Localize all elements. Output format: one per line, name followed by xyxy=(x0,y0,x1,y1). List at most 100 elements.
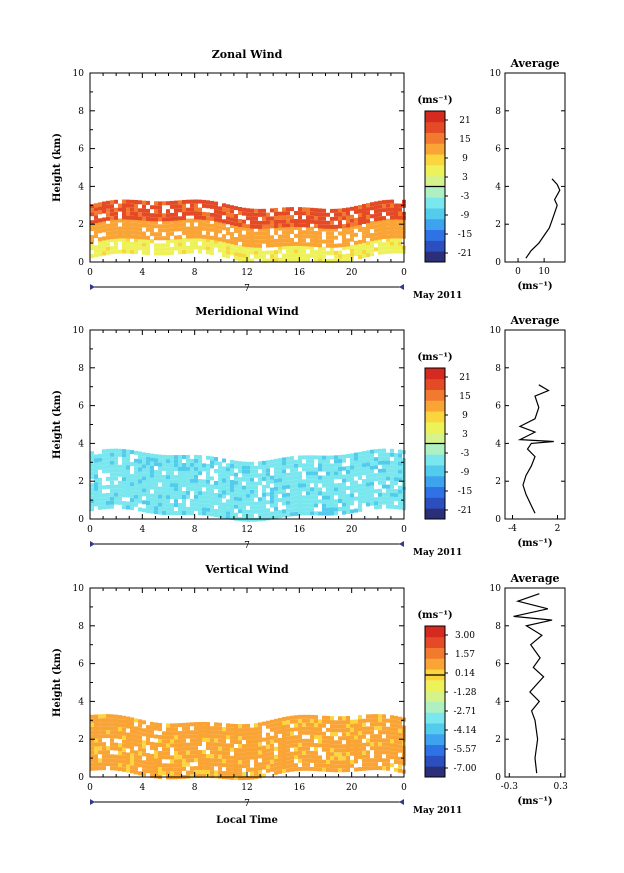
heatmap-cell xyxy=(98,766,102,771)
heatmap-cell xyxy=(238,768,242,773)
heatmap-cell xyxy=(386,230,390,235)
heatmap-cell xyxy=(150,217,154,222)
heatmap-cell xyxy=(146,219,150,224)
heatmap-cell xyxy=(370,734,374,739)
heatmap-cell xyxy=(262,749,266,754)
heatmap-cell xyxy=(162,458,166,463)
heatmap-cell xyxy=(390,468,394,473)
heatmap-cell xyxy=(222,226,226,231)
heatmap-cell xyxy=(370,248,374,253)
heatmap-cell xyxy=(254,216,258,221)
heatmap-cell xyxy=(138,491,142,496)
heatmap-cell xyxy=(378,460,382,465)
heatmap-cell xyxy=(206,238,210,243)
heatmap-cell xyxy=(378,726,382,731)
heatmap-cell xyxy=(278,478,282,483)
heatmap-cell xyxy=(158,236,162,241)
heatmap-cell xyxy=(390,476,394,481)
heatmap-cell xyxy=(198,463,202,468)
heatmap-cell xyxy=(338,724,342,729)
heatmap-cell xyxy=(310,714,314,719)
heatmap-cell xyxy=(370,489,374,494)
colorbar-tick-label: 21 xyxy=(459,116,470,126)
heatmap-cell xyxy=(98,225,102,230)
heatmap-cell xyxy=(314,495,318,500)
heatmap-cell xyxy=(282,207,286,212)
heatmap-cell xyxy=(350,453,354,458)
heatmap-cell xyxy=(350,461,354,466)
heatmap-cell xyxy=(222,743,226,748)
heatmap-cell xyxy=(194,203,198,208)
heatmap-cell xyxy=(386,718,390,723)
heatmap-cell xyxy=(198,487,202,492)
heatmap-cell xyxy=(186,494,190,499)
heatmap-cell xyxy=(130,733,134,738)
heatmap-cell xyxy=(242,517,246,522)
heatmap-cell xyxy=(126,732,130,737)
heatmap-cell xyxy=(106,212,110,217)
heatmap-cell xyxy=(182,754,186,759)
average-y-tick-label: 8 xyxy=(495,107,501,117)
heatmap-cell xyxy=(354,224,358,229)
heatmap-cell xyxy=(362,208,366,212)
colorbar-tick-label: -3 xyxy=(461,192,470,202)
heatmap-cell xyxy=(354,468,358,473)
heatmap-cell xyxy=(386,211,390,216)
heatmap-cell xyxy=(274,730,278,735)
heatmap-cell xyxy=(150,497,154,502)
heatmap-cell xyxy=(162,213,166,218)
average-unit-label: (ms⁻¹) xyxy=(517,796,552,807)
heatmap-cell xyxy=(178,238,182,243)
heatmap-cell xyxy=(122,461,126,466)
heatmap-cell xyxy=(230,763,234,768)
heatmap-cell xyxy=(202,491,206,496)
average-y-tick-label: 10 xyxy=(490,326,502,336)
heatmap-cell xyxy=(366,498,370,503)
heatmap-cell xyxy=(158,735,162,739)
heatmap-cell xyxy=(250,747,254,752)
heatmap-cell xyxy=(310,754,314,759)
heatmap-cell xyxy=(142,728,146,733)
heatmap-cell xyxy=(234,460,238,465)
heatmap-cell xyxy=(102,228,106,233)
heatmap-cell xyxy=(394,453,398,458)
heatmap-cell xyxy=(338,220,342,225)
colorbar-swatch xyxy=(425,154,445,166)
heatmap-cell xyxy=(198,726,202,730)
heatmap-cell xyxy=(354,767,358,772)
heatmap-cell xyxy=(186,506,190,511)
heatmap-cell xyxy=(110,722,114,727)
heatmap-cell xyxy=(390,207,394,212)
heatmap-cell xyxy=(138,242,142,247)
heatmap-cell xyxy=(94,230,98,235)
heatmap-cell xyxy=(162,751,166,756)
heatmap-cell xyxy=(162,490,166,495)
heatmap-cell xyxy=(258,726,262,731)
heatmap-cell xyxy=(306,245,310,250)
heatmap-cell xyxy=(362,234,366,239)
heatmap-cell xyxy=(350,509,354,514)
heatmap-cell xyxy=(330,511,334,516)
heatmap-cell xyxy=(322,224,326,229)
heatmap-cell xyxy=(318,208,322,213)
heatmap-cell xyxy=(222,739,226,744)
heatmap-cell xyxy=(234,480,238,485)
heatmap-cell xyxy=(178,751,182,756)
heatmap-cell xyxy=(310,238,314,243)
y-tick-label: 4 xyxy=(78,182,84,192)
heatmap-cell xyxy=(222,219,226,224)
heatmap-cell xyxy=(222,470,226,475)
heatmap-cell xyxy=(198,499,202,504)
heatmap-cell xyxy=(346,486,350,490)
heatmap-cell xyxy=(386,245,390,250)
heatmap-cell xyxy=(306,511,310,516)
heatmap-cell xyxy=(382,472,386,477)
heatmap-cell xyxy=(382,742,386,747)
heatmap-cell xyxy=(266,516,270,521)
heatmap-cell xyxy=(90,235,94,240)
heatmap-cell xyxy=(150,761,154,766)
heatmap-cell xyxy=(250,235,254,240)
heatmap-cell xyxy=(310,211,314,216)
heatmap-cell xyxy=(282,481,286,486)
